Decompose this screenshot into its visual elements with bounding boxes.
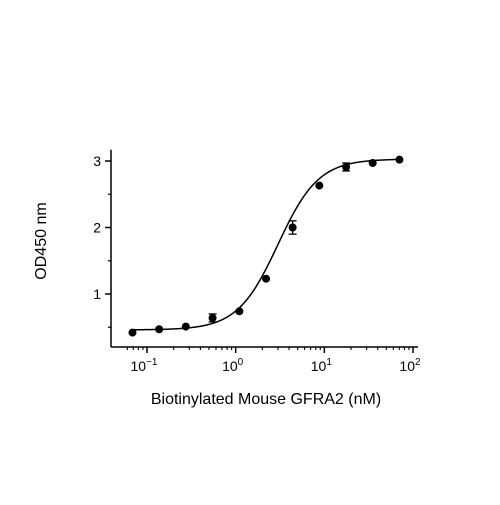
data-point [368, 158, 377, 167]
data-points-layer [128, 155, 404, 337]
data-point [315, 181, 324, 190]
y-tick-label: 2 [93, 220, 101, 236]
fit-curve-layer [132, 158, 400, 331]
y-axis-label: OD450 nm [33, 202, 50, 279]
x-tick-label: 101 [311, 357, 333, 374]
x-tick-label: 102 [399, 357, 421, 374]
data-point [128, 328, 137, 337]
data-point [342, 162, 351, 171]
x-tick-label: 10−1 [131, 357, 158, 374]
y-tick-label: 1 [93, 286, 101, 302]
data-point [208, 313, 217, 322]
fit-curve [132, 158, 400, 331]
x-tick-label: 100 [222, 357, 244, 374]
data-point [288, 223, 297, 232]
axes: 1 2 3 10−1 100 101 102 [93, 149, 421, 374]
data-point [155, 325, 164, 334]
data-point [395, 155, 404, 164]
data-point [262, 274, 271, 283]
y-tick-label: 3 [93, 153, 101, 169]
x-axis-label: Biotinylated Mouse GFRA2 (nM) [151, 391, 381, 408]
data-point [181, 322, 190, 331]
data-point [235, 307, 244, 316]
